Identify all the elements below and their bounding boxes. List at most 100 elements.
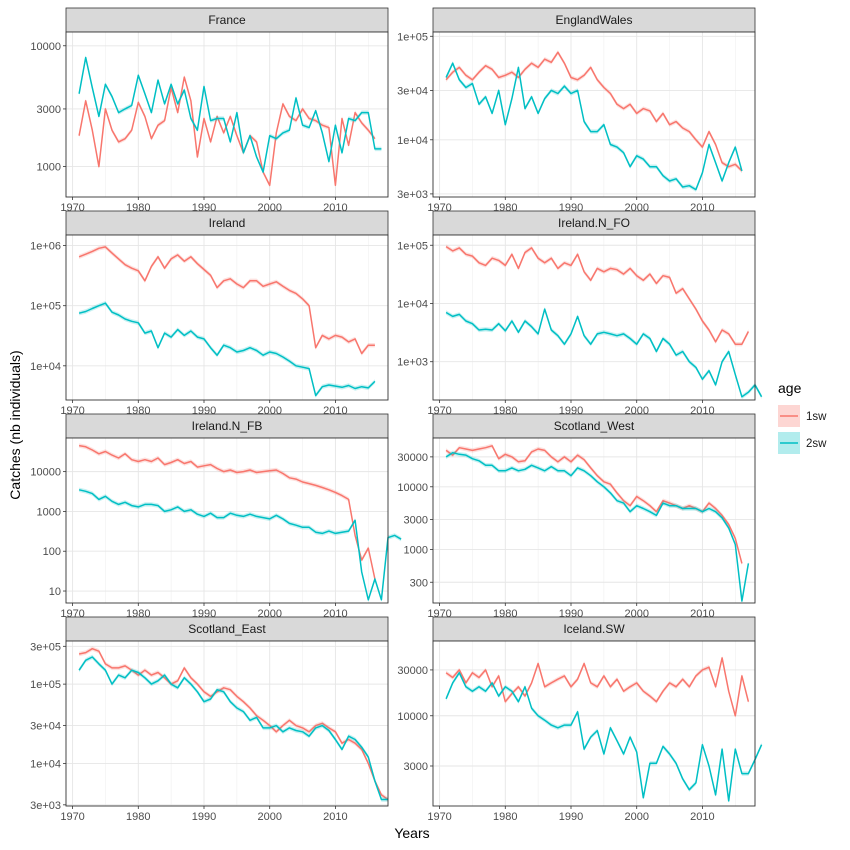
y-tick-label: 1e+04 [30, 361, 61, 373]
strip-france [65, 7, 389, 33]
panel-border-englandwales [432, 31, 756, 198]
series-line-englandwales-2sw [445, 62, 743, 191]
series-line-ireland-1sw [78, 246, 375, 355]
y-tick-label: 3000 [37, 104, 61, 116]
strip-ireland-n-fb [65, 413, 389, 439]
panels-layer: France 1970 1980 1990 2000 2010 1000 3000 10000 E… [30, 7, 763, 823]
series-line-scotland-west-2sw [445, 451, 750, 602]
panel-title-scotland-east: Scotland_East [188, 622, 266, 636]
x-tick-label: 1980 [126, 811, 150, 823]
x-tick-label: 1990 [192, 811, 216, 823]
x-tick-label: 1970 [60, 811, 84, 823]
panel-border-scotland-east [65, 640, 389, 807]
series-line-france-1sw [78, 76, 376, 187]
x-tick-label: 1990 [559, 811, 583, 823]
ribbon-ireland-n-fb-2sw [79, 487, 402, 602]
plot-area-ireland-n-fb [66, 438, 388, 603]
panel-border-ireland-n-fb [65, 437, 389, 604]
y-tick-label: 1e+03 [397, 357, 428, 369]
y-tick-label: 1000 [404, 544, 428, 556]
y-tick-label: 30000 [397, 665, 428, 677]
y-tick-label: 1e+05 [397, 31, 428, 43]
strip-ireland [65, 210, 389, 236]
y-tick-label: 3e+04 [30, 721, 61, 733]
y-tick-label: 3e+05 [30, 641, 61, 653]
series-line-iceland-sw-1sw [445, 657, 750, 717]
panel-title-ireland-n-fo: Ireland.N_FO [558, 216, 630, 230]
strip-scotland-east [65, 616, 389, 642]
strip-iceland-sw [432, 616, 756, 642]
y-tick-label: 10000 [30, 41, 61, 53]
panel-iceland-sw: Iceland.SW 1970 1980 1990 2000 2010 3000 10000 3… [397, 616, 763, 823]
x-tick-label: 2010 [323, 811, 347, 823]
x-axis-title: Years [394, 825, 429, 841]
plot-area-france [66, 32, 388, 197]
ribbon-scotland-east-1sw [79, 646, 388, 802]
y-tick-label: 3e+03 [30, 800, 61, 812]
y-tick-label: 1e+04 [397, 135, 428, 147]
y-tick-label: 1e+05 [30, 679, 61, 691]
plot-area-scotland-east [66, 641, 388, 806]
series-line-scotland-east-2sw [78, 656, 388, 801]
plot-area-ireland [66, 235, 388, 400]
panel-border-ireland [65, 234, 389, 401]
x-tick-label: 1970 [427, 811, 451, 823]
y-tick-label: 10000 [30, 467, 61, 479]
series-line-englandwales-1sw [445, 51, 743, 172]
y-tick-label: 3000 [404, 515, 428, 527]
ribbon-englandwales-2sw [446, 61, 742, 192]
panel-border-france [65, 31, 389, 198]
y-tick-label: 1000 [37, 506, 61, 518]
series-line-iceland-sw-2sw [445, 672, 763, 802]
panel-border-scotland-west [432, 437, 756, 604]
y-tick-label: 3e+04 [397, 85, 428, 97]
y-tick-label: 1e+05 [397, 240, 428, 252]
legend-item-2sw: 2sw [778, 432, 827, 454]
y-tick-label: 1e+04 [30, 758, 61, 770]
legend-label-2sw: 2sw [806, 438, 827, 450]
legend: age 1sw 2sw [778, 380, 827, 454]
y-tick-label: 10 [49, 586, 61, 598]
y-tick-label: 1e+05 [30, 301, 61, 313]
x-tick-label: 2000 [257, 811, 281, 823]
series-line-france-2sw [78, 56, 382, 173]
panel-title-ireland-n-fb: Ireland.N_FB [192, 419, 263, 433]
y-tick-label: 10000 [397, 711, 428, 723]
series-line-ireland-n-fo-2sw [445, 308, 763, 398]
y-tick-label: 300 [410, 577, 428, 589]
panel-title-englandwales: EnglandWales [556, 13, 633, 27]
strip-ireland-n-fo [432, 210, 756, 236]
x-tick-label: 2010 [690, 811, 714, 823]
series-line-ireland-n-fb-1sw [78, 444, 376, 580]
series-line-scotland-east-1sw [78, 647, 389, 801]
series-line-ireland-n-fo-1sw [445, 245, 750, 345]
y-tick-label: 10000 [397, 482, 428, 494]
y-tick-label: 1e+06 [30, 241, 61, 253]
legend-item-1sw: 1sw [778, 405, 827, 427]
strip-englandwales [432, 7, 756, 33]
panel-title-ireland: Ireland [209, 216, 246, 230]
y-tick-label: 1000 [37, 162, 61, 174]
series-line-ireland-2sw [78, 302, 376, 397]
panel-title-iceland-sw: Iceland.SW [563, 622, 625, 636]
series-line-scotland-west-1sw [445, 445, 743, 564]
plot-area-iceland-sw [433, 641, 755, 806]
y-tick-label: 100 [43, 546, 61, 558]
y-tick-label: 30000 [397, 452, 428, 464]
y-tick-label: 1e+04 [397, 298, 428, 310]
strip-scotland-west [432, 413, 756, 439]
legend-label-1sw: 1sw [806, 411, 827, 423]
y-axis-title: Catches (nb individuals) [7, 350, 23, 499]
x-tick-label: 2000 [624, 811, 648, 823]
y-tick-label: 3e+03 [397, 189, 428, 201]
panel-border-iceland-sw [432, 640, 756, 807]
panel-scotland-east: Scotland_East 1970 1980 1990 2000 2010 3e+03 1e… [30, 616, 389, 823]
legend-title: age [778, 380, 802, 396]
